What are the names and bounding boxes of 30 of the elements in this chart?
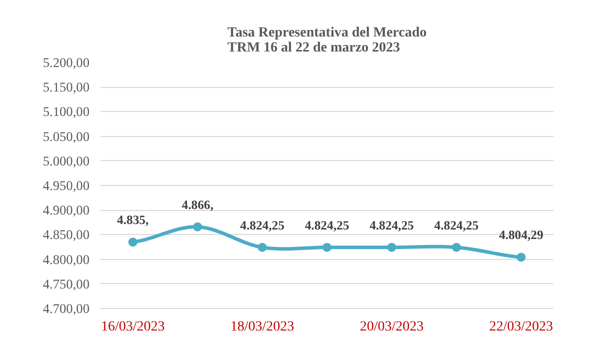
y-tick-label: 4.750,00 — [42, 276, 90, 292]
data-label: 4.866, — [182, 198, 214, 212]
y-tick-label: 4.800,00 — [42, 252, 90, 267]
data-label: 4.835, — [117, 213, 149, 228]
point — [258, 242, 267, 252]
y-tick-label: 5.200,00 — [42, 55, 90, 70]
x-tick-label: 20/03/2023 — [360, 320, 424, 334]
point — [516, 252, 526, 262]
y-tick-label: 5.150,00 — [42, 80, 90, 95]
y-tick-label: 4.900,00 — [42, 202, 90, 218]
y-tick-label: 5.100,00 — [42, 104, 90, 120]
data-label: 4.824,25 — [434, 218, 479, 232]
y-tick-label: 5.050,00 — [42, 128, 90, 144]
chart-title: Tasa Representativa del Mercado TRM 16 al 22 de marzo 2023 — [227, 26, 427, 56]
data-label: 4.824,25 — [240, 218, 284, 232]
point — [322, 242, 332, 252]
y-tick-label: 4.850,00 — [42, 227, 90, 242]
x-tick-label: 18/03/2023 — [230, 320, 294, 334]
x-tick-label: 22/03/2023 — [489, 320, 554, 334]
data-label: 4.824,25 — [304, 218, 350, 232]
data-label: 4.824,25 — [370, 218, 414, 232]
point — [387, 242, 396, 252]
x-tick-label: 16/03/2023 — [100, 320, 165, 334]
point — [193, 222, 202, 232]
y-tick-label: 4.700,00 — [42, 301, 90, 316]
data-label: 4.804,29 — [498, 228, 544, 242]
point — [128, 238, 138, 247]
y-tick-label: 5.000,00 — [42, 153, 90, 168]
y-tick-label: 4.950,00 — [42, 178, 90, 193]
point — [452, 242, 461, 252]
